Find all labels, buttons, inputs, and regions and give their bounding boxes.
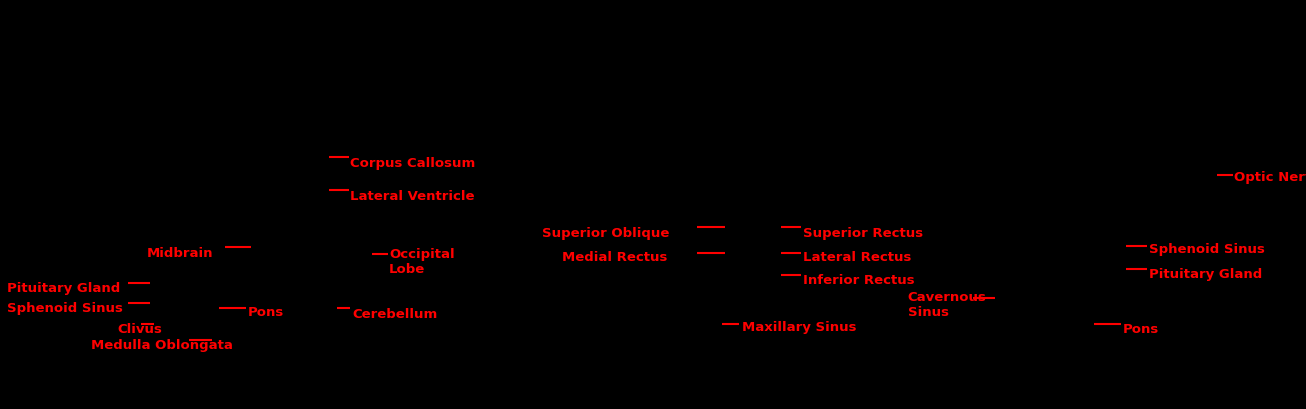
Text: Superior Oblique: Superior Oblique bbox=[542, 227, 670, 240]
Text: Occipital
Lobe: Occipital Lobe bbox=[389, 248, 454, 276]
Text: Lateral Rectus: Lateral Rectus bbox=[803, 251, 912, 264]
Text: Medulla Oblongata: Medulla Oblongata bbox=[91, 339, 234, 352]
Text: Pons: Pons bbox=[248, 306, 285, 319]
Text: Pituitary Gland: Pituitary Gland bbox=[7, 282, 120, 295]
Text: Medial Rectus: Medial Rectus bbox=[562, 251, 667, 264]
Text: Optic Nerve: Optic Nerve bbox=[1234, 171, 1306, 184]
Text: Pons: Pons bbox=[1123, 323, 1160, 336]
Text: Cerebellum: Cerebellum bbox=[353, 308, 438, 321]
Text: Pituitary Gland: Pituitary Gland bbox=[1149, 267, 1263, 281]
Text: Cavernous
Sinus: Cavernous Sinus bbox=[908, 291, 986, 319]
Text: Sphenoid Sinus: Sphenoid Sinus bbox=[1149, 243, 1266, 256]
Text: Clivus: Clivus bbox=[118, 323, 162, 336]
Text: Sphenoid Sinus: Sphenoid Sinus bbox=[7, 302, 123, 315]
Text: Midbrain: Midbrain bbox=[146, 247, 213, 260]
Text: Lateral Ventricle: Lateral Ventricle bbox=[350, 190, 474, 203]
Text: Inferior Rectus: Inferior Rectus bbox=[803, 274, 914, 287]
Text: Superior Rectus: Superior Rectus bbox=[803, 227, 923, 240]
Text: Corpus Callosum: Corpus Callosum bbox=[350, 157, 475, 170]
Text: Maxillary Sinus: Maxillary Sinus bbox=[742, 321, 857, 334]
